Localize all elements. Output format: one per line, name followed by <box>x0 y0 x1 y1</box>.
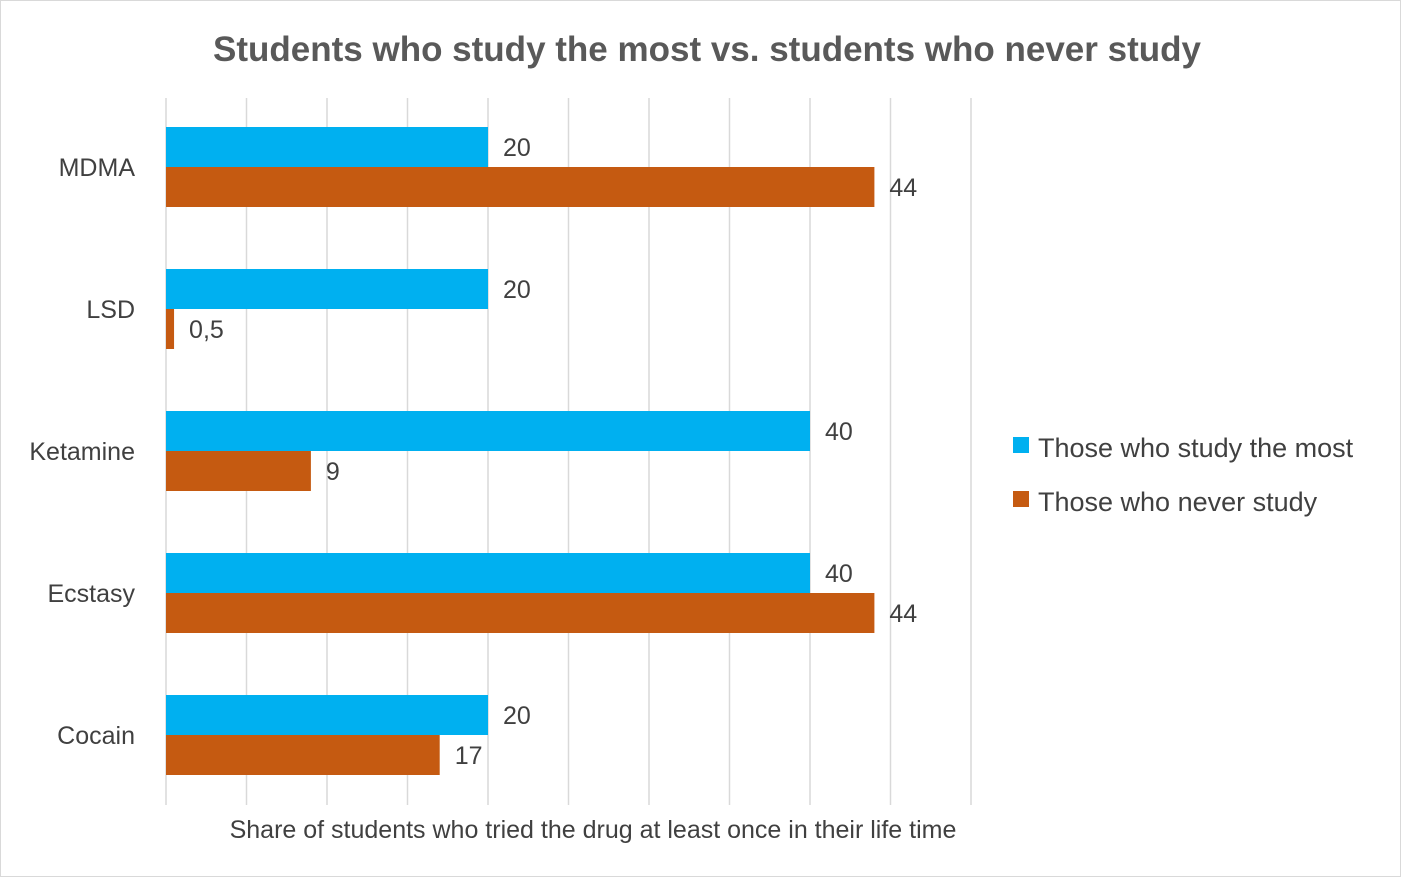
category-label: LSD <box>86 296 135 324</box>
category-label: Ecstasy <box>47 580 135 608</box>
data-label: 44 <box>889 174 917 202</box>
data-label: 44 <box>889 600 917 628</box>
bar <box>166 269 488 309</box>
bars <box>166 127 875 775</box>
bar <box>166 167 875 207</box>
legend-swatch <box>1013 491 1029 507</box>
data-label: 40 <box>825 560 853 588</box>
bar <box>166 553 810 593</box>
category-labels: MDMA LSD Ketamine Ecstasy Cocain <box>29 154 135 750</box>
bar <box>166 593 875 633</box>
gridlines <box>165 98 972 805</box>
data-label: 20 <box>503 276 531 304</box>
data-label: 9 <box>326 458 340 486</box>
data-label: 20 <box>503 702 531 730</box>
legend-label: Those who never study <box>1038 487 1318 517</box>
data-label: 0,5 <box>189 316 224 344</box>
value-labels: 20 44 20 0,5 40 9 40 44 20 17 <box>189 134 917 770</box>
bar <box>166 411 810 451</box>
bar <box>166 309 175 349</box>
bar <box>166 127 488 167</box>
legend: Those who study the most Those who never … <box>1013 433 1354 517</box>
data-label: 20 <box>503 134 531 162</box>
data-label: 40 <box>825 418 853 446</box>
legend-label: Those who study the most <box>1038 433 1354 463</box>
data-label: 17 <box>455 742 483 770</box>
category-label: Ketamine <box>29 438 135 466</box>
chart-title: Students who study the most vs. students… <box>213 30 1201 69</box>
category-label: MDMA <box>59 154 136 182</box>
x-axis-title: Share of students who tried the drug at … <box>230 816 957 844</box>
legend-swatch <box>1013 437 1029 453</box>
bar <box>166 695 488 735</box>
bar <box>166 735 440 775</box>
bar <box>166 451 311 491</box>
category-label: Cocain <box>57 722 135 750</box>
